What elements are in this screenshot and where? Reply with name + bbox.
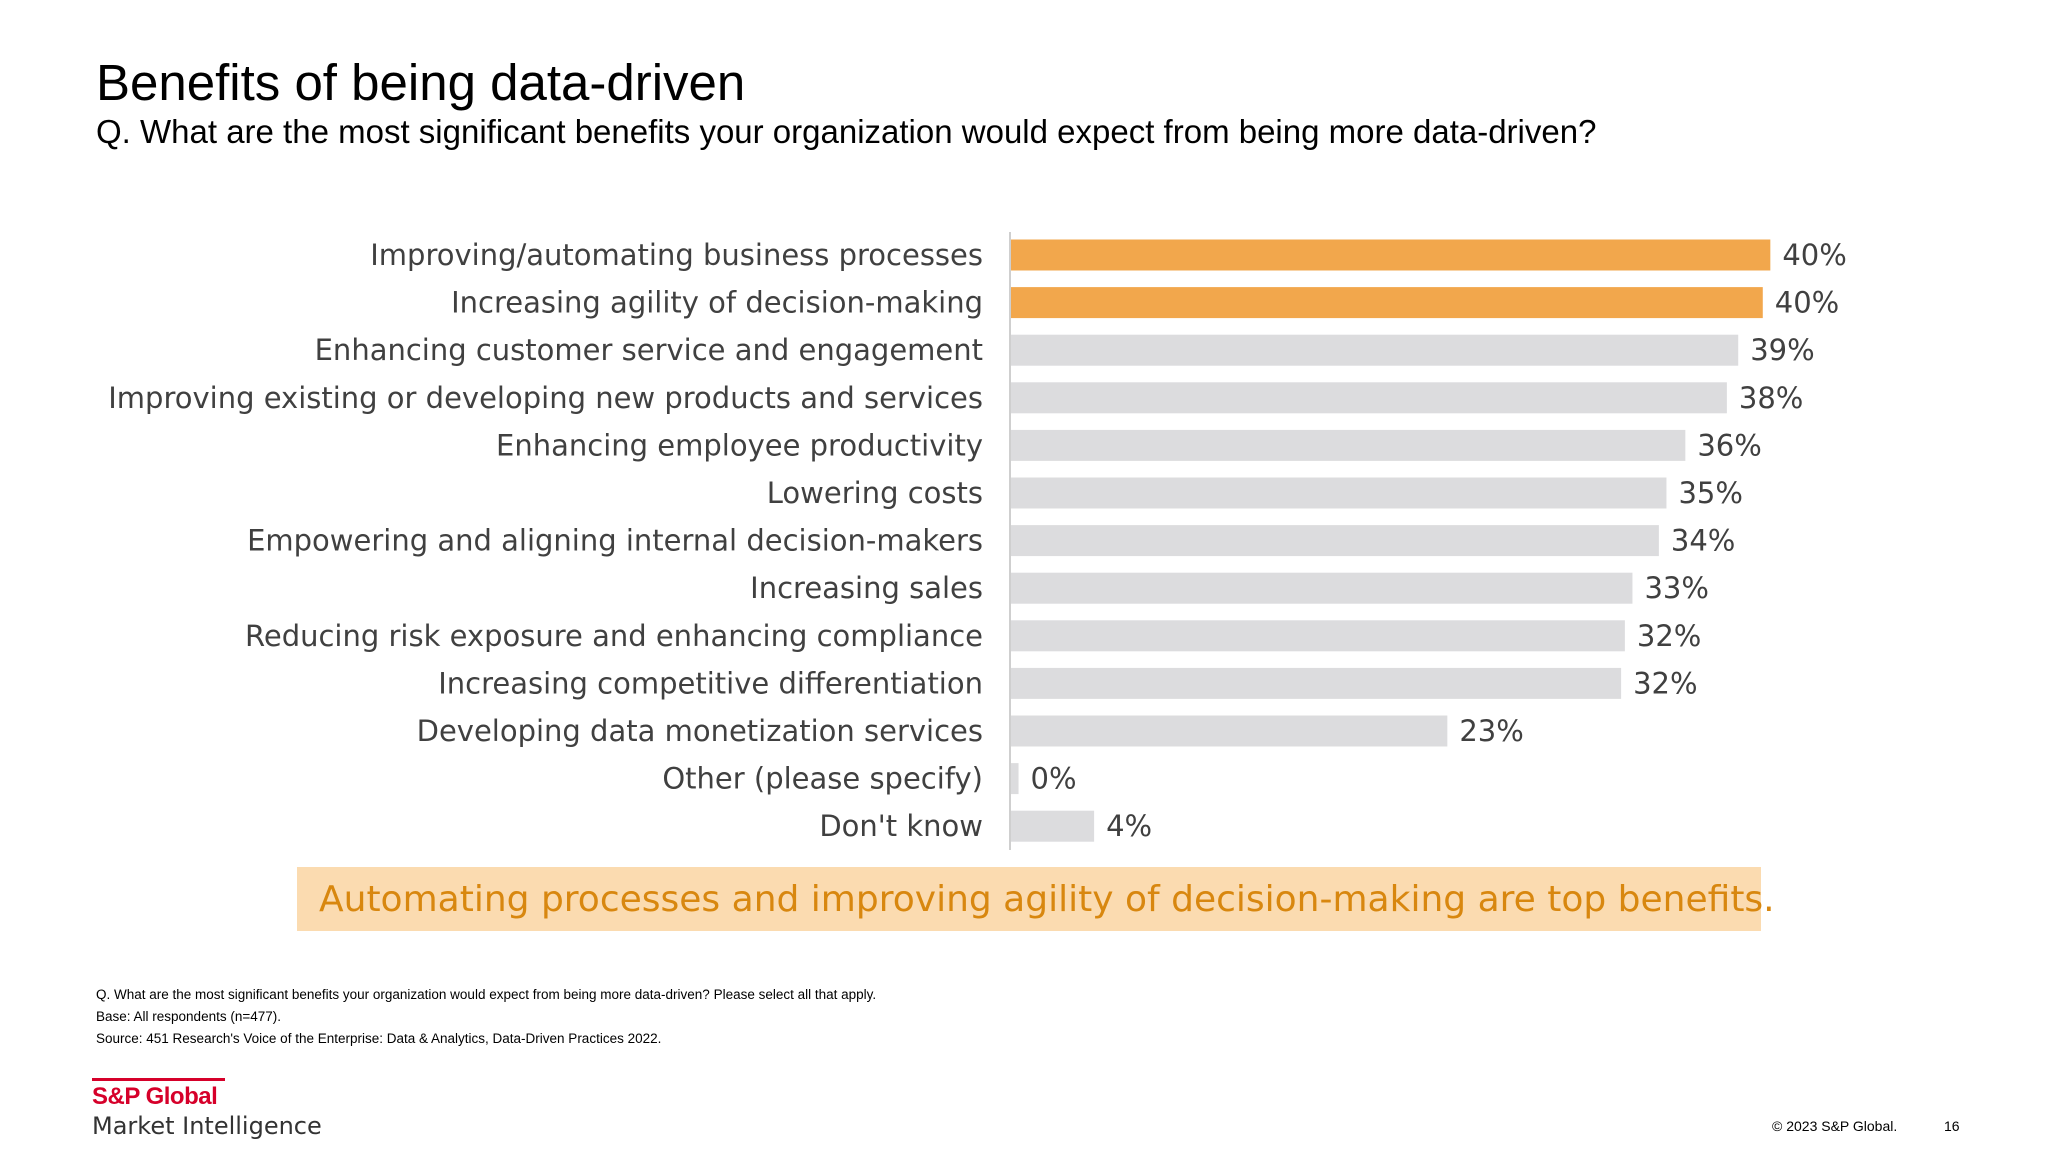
data-label: 40% [1775,286,1839,320]
category-label: Enhancing customer service and engagemen… [315,333,983,367]
bar [1011,715,1448,747]
page-subtitle: Q. What are the most significant benefit… [96,113,1597,150]
data-label: 23% [1459,714,1523,748]
category-label: Don't know [819,809,983,843]
category-label: Enhancing employee productivity [496,428,983,462]
data-label: 32% [1633,666,1697,700]
data-label: 0% [1031,762,1077,796]
data-label: 32% [1637,619,1701,653]
brand-logo-name: S&P Global [92,1083,218,1110]
footnote-question: Q. What are the most significant benefit… [96,987,877,1002]
data-label: 35% [1678,476,1742,510]
logo-accent-bar [92,1078,225,1081]
data-label: 36% [1697,428,1761,462]
bar [1011,334,1739,366]
category-label: Improving/automating business processes [370,238,983,272]
category-label: Lowering costs [767,476,983,510]
data-label: 38% [1739,381,1803,415]
data-label: 40% [1782,238,1846,272]
data-label: 39% [1750,333,1814,367]
bar [1011,667,1622,699]
bar [1011,763,1019,795]
copyright-text: © 2023 S&P Global. [1772,1118,1898,1134]
data-label: 33% [1644,571,1708,605]
category-label: Improving existing or developing new pro… [108,381,983,415]
category-label: Other (please specify) [662,762,983,796]
bar [1011,525,1659,557]
bar [1011,620,1625,652]
bar [1011,429,1686,461]
bar [1011,572,1633,604]
category-label: Empowering and aligning internal decisio… [247,524,983,558]
footnote-source: Source: 451 Research's Voice of the Ente… [96,1031,662,1046]
data-label: 4% [1106,809,1152,843]
category-label: Increasing competitive differentiation [438,666,983,700]
bar [1011,477,1667,509]
category-label: Increasing agility of decision-making [451,286,983,320]
category-label: Reducing risk exposure and enhancing com… [245,619,983,653]
bar [1011,382,1727,414]
footnote-base: Base: All respondents (n=477). [96,1009,281,1024]
callout-text: Automating processes and improving agili… [319,878,1775,920]
page-number: 16 [1944,1118,1960,1134]
callout-box: Automating processes and improving agili… [297,867,1775,931]
bar [1011,239,1771,271]
category-label: Developing data monetization services [417,714,983,748]
brand-logo-division: Market Intelligence [92,1112,322,1140]
category-label: Increasing sales [750,571,983,605]
page-title: Benefits of being data-driven [96,54,746,111]
bar [1011,810,1095,842]
bar [1011,287,1763,319]
data-label: 34% [1671,524,1735,558]
bar-chart: Improving/automating business processes 4… [108,232,1847,850]
